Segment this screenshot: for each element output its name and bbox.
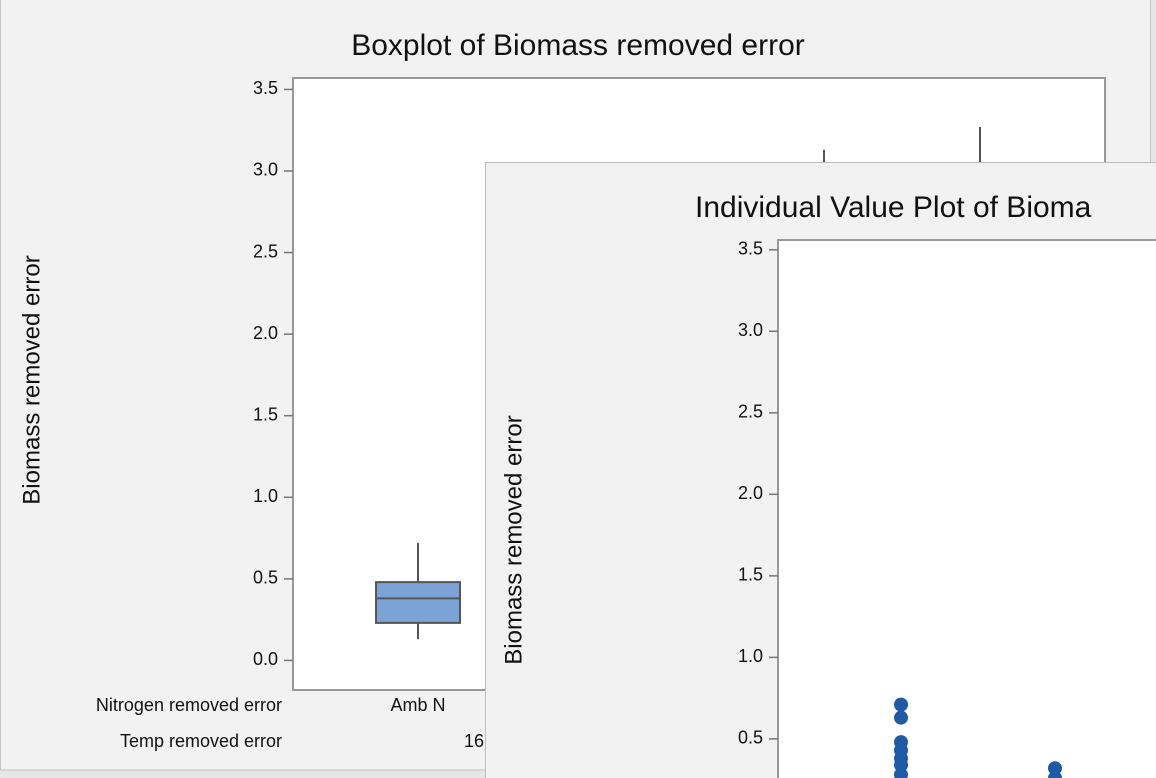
point <box>894 757 908 772</box>
chart-title: Boxplot of Biomass removed error <box>351 29 805 62</box>
point <box>894 697 908 712</box>
y-tick-label: 2.0 <box>738 483 763 503</box>
y-tick-label: 3.5 <box>253 78 278 98</box>
point <box>1048 771 1062 778</box>
x-tick-label: 16 <box>464 731 484 751</box>
y-tick-label: 3.0 <box>738 320 763 340</box>
box <box>375 581 461 624</box>
point <box>894 710 908 725</box>
point <box>894 767 908 778</box>
y-tick-label: 1.0 <box>253 486 278 506</box>
x-tick-label: Amb N <box>390 695 445 715</box>
y-tick-label: 2.5 <box>738 402 763 422</box>
y-axis-label: Biomass removed error <box>18 255 45 504</box>
factor-label: Temp removed error <box>120 731 282 751</box>
y-tick-label: 0.5 <box>738 728 763 748</box>
y-tick-label: 1.0 <box>738 646 763 666</box>
y-tick-label: 1.5 <box>738 565 763 585</box>
point <box>1048 761 1062 776</box>
y-tick-label: 0.0 <box>253 649 278 669</box>
y-tick-label: 1.5 <box>253 404 278 424</box>
y-tick-label: 2.5 <box>253 241 278 261</box>
y-tick-label: 0.5 <box>253 568 278 588</box>
chart-title: Individual Value Plot of Bioma <box>695 191 1092 224</box>
individual-value-chart: Individual Value Plot of Bioma Biomass re… <box>500 191 1156 778</box>
y-tick-label: 3.5 <box>738 239 763 259</box>
factor-label: Nitrogen removed error <box>96 695 282 715</box>
y-tick-label: 2.0 <box>253 323 278 343</box>
y-tick-label: 3.0 <box>253 160 278 180</box>
plot-area <box>777 239 1156 778</box>
y-axis-label: Biomass removed error <box>500 415 527 664</box>
